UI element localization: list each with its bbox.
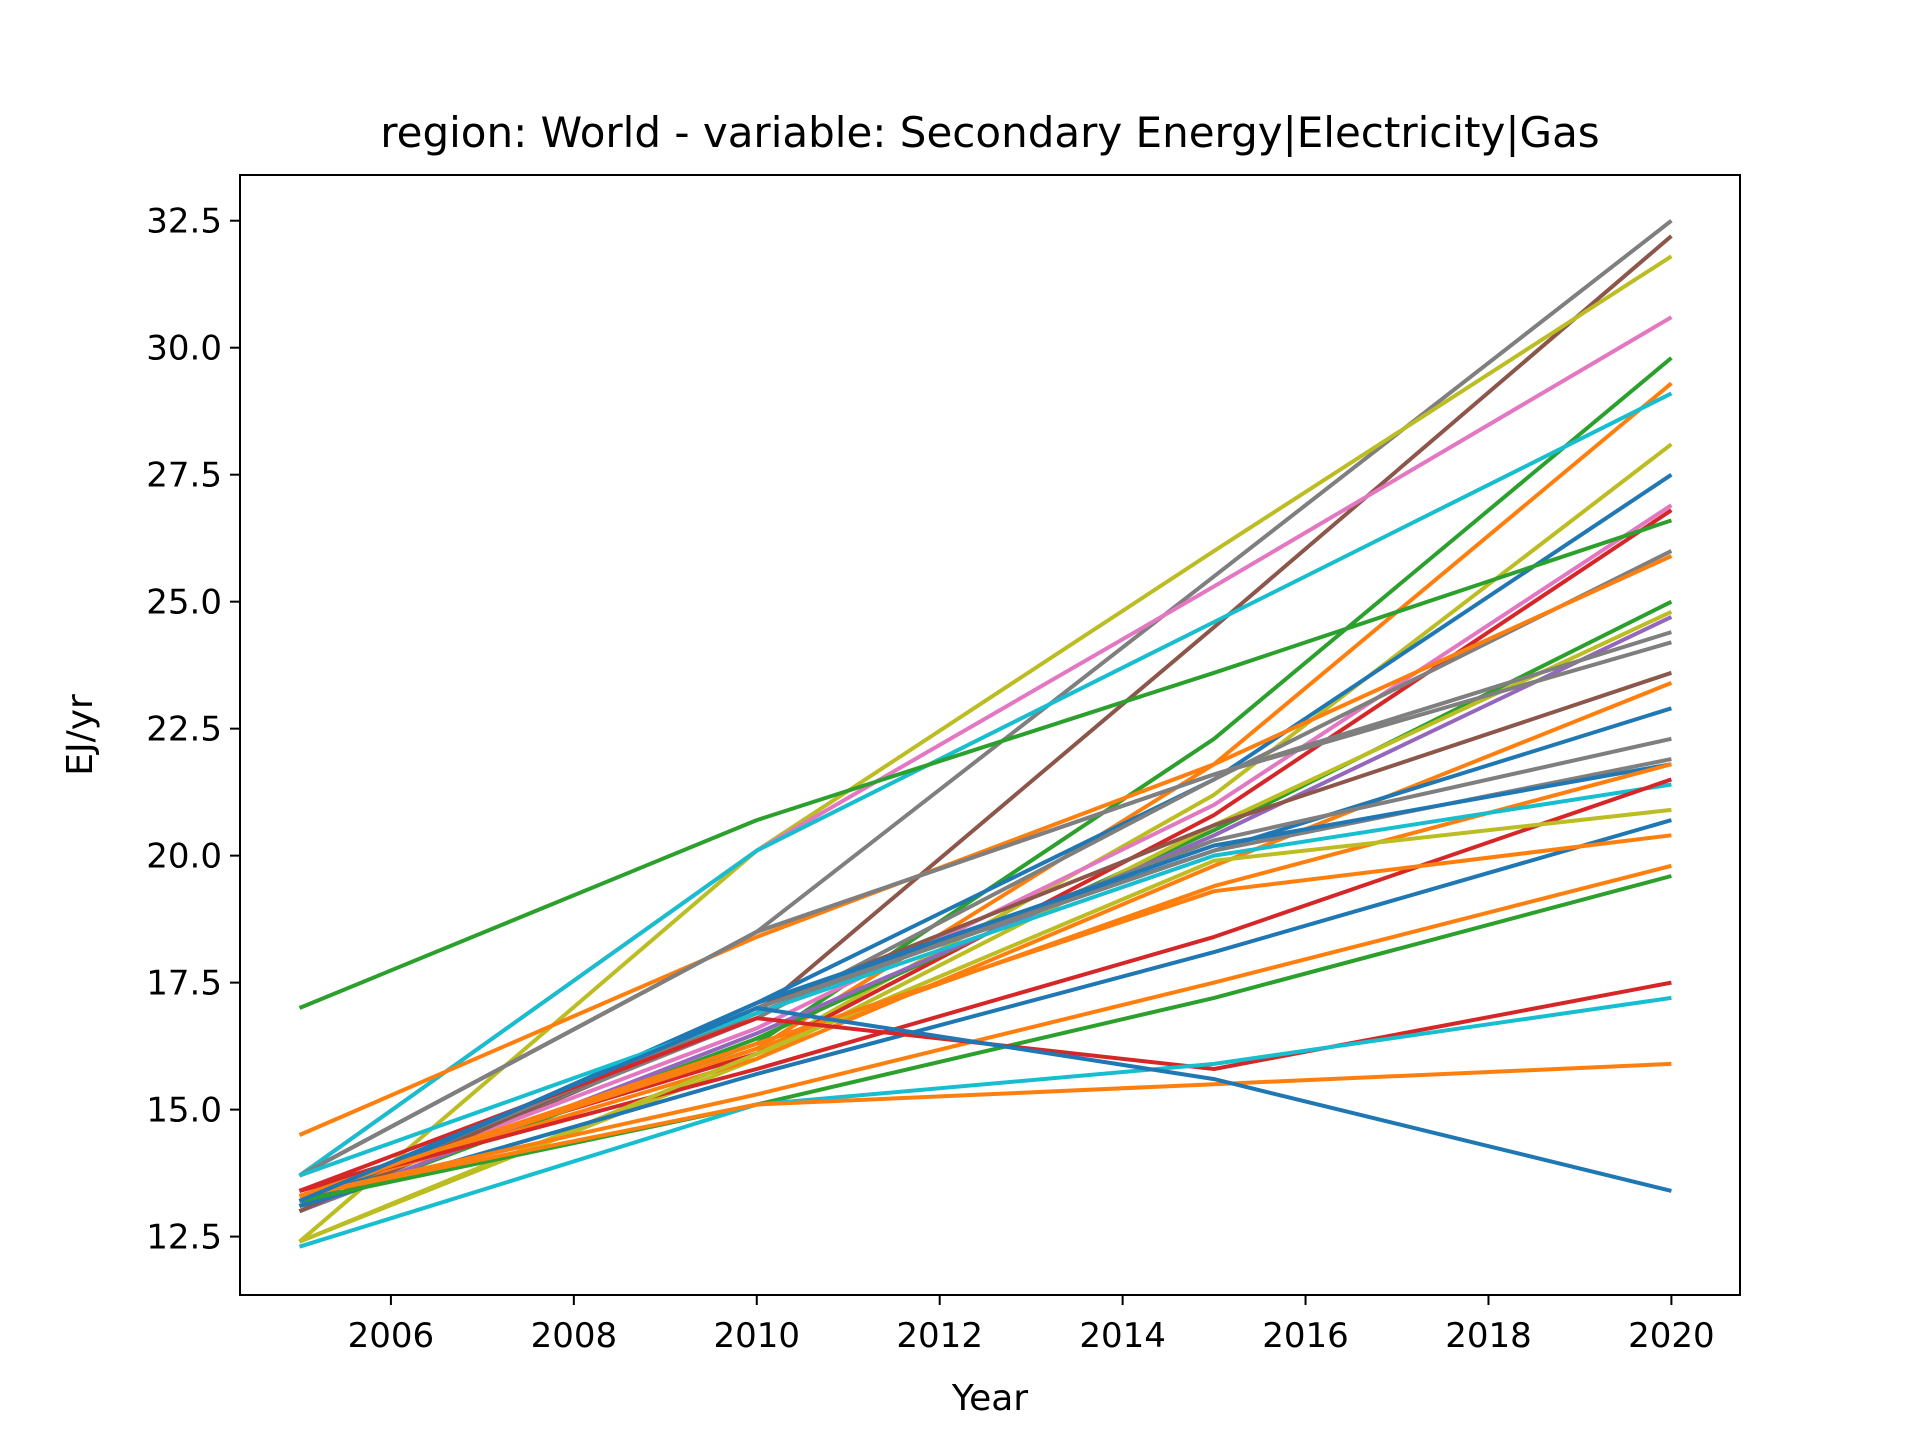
x-tick-label: 2018 bbox=[1445, 1316, 1532, 1356]
series-line-35 bbox=[298, 995, 1672, 1249]
x-tick-label: 2014 bbox=[1079, 1316, 1166, 1356]
x-tick-label: 2020 bbox=[1628, 1316, 1715, 1356]
y-tick-label: 22.5 bbox=[146, 710, 222, 750]
series-line-37 bbox=[298, 1006, 1672, 1203]
series-line-30 bbox=[298, 818, 1672, 1209]
y-tick-label: 25.0 bbox=[146, 583, 222, 623]
series-line-2 bbox=[298, 234, 1673, 1214]
series-line-28 bbox=[298, 777, 1673, 1193]
y-tick-label: 20.0 bbox=[146, 837, 222, 877]
x-tick-label: 2012 bbox=[896, 1316, 983, 1356]
series-line-36 bbox=[299, 1061, 1672, 1198]
x-tick-label: 2010 bbox=[714, 1316, 801, 1356]
series-line-32 bbox=[299, 863, 1672, 1198]
x-tick-label: 2006 bbox=[348, 1316, 435, 1356]
series-line-29 bbox=[298, 807, 1672, 1244]
series-line-19 bbox=[298, 640, 1672, 1178]
y-tick-label: 27.5 bbox=[146, 456, 222, 496]
series-line-23 bbox=[298, 736, 1672, 1203]
series-line-33 bbox=[299, 874, 1672, 1203]
series-line-3 bbox=[298, 254, 1673, 1244]
y-tick-label: 32.5 bbox=[146, 202, 222, 242]
plot-frame bbox=[239, 174, 1741, 1296]
series-layer bbox=[298, 219, 1673, 1249]
series-line-12 bbox=[298, 518, 1673, 1010]
y-axis: 12.5 15.0 17.5 20.0 22.5 25.0 27.5 30.0 32.5 bbox=[146, 202, 240, 1258]
series-line-31 bbox=[298, 833, 1672, 1198]
x-tick-label: 2008 bbox=[531, 1316, 618, 1356]
chart-title: region: World - variable: Secondary Ener… bbox=[380, 108, 1599, 157]
series-line-7 bbox=[298, 391, 1673, 1178]
y-tick-label: 30.0 bbox=[146, 329, 222, 369]
y-tick-label: 12.5 bbox=[146, 1218, 222, 1258]
series-line-14 bbox=[298, 554, 1673, 1137]
y-tick-label: 15.0 bbox=[146, 1091, 222, 1131]
y-axis-label: EJ/yr bbox=[60, 694, 101, 776]
x-axis-label: Year bbox=[951, 1378, 1028, 1419]
x-axis: 2006 2008 2010 2012 2014 2016 2018 2020 bbox=[348, 1295, 1715, 1356]
series-line-21 bbox=[298, 681, 1673, 1198]
series-line-27 bbox=[298, 782, 1672, 1178]
y-tick-label: 17.5 bbox=[146, 964, 222, 1004]
x-tick-label: 2016 bbox=[1262, 1316, 1349, 1356]
series-line-20 bbox=[298, 670, 1673, 1214]
